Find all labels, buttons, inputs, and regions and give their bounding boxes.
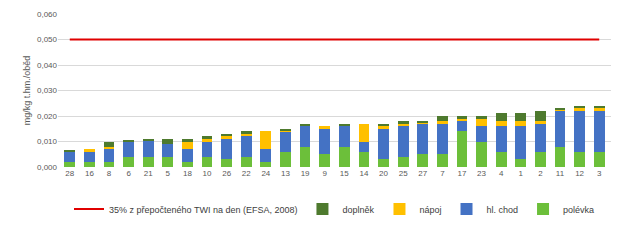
svg-text:4: 4 <box>499 169 504 178</box>
svg-text:6: 6 <box>126 169 131 178</box>
svg-text:hl. chod: hl. chod <box>487 205 519 215</box>
svg-text:0,050: 0,050 <box>37 35 58 44</box>
svg-text:0,000: 0,000 <box>37 163 58 172</box>
svg-text:3: 3 <box>597 169 602 178</box>
svg-text:1: 1 <box>519 169 524 178</box>
svg-text:21: 21 <box>144 169 153 178</box>
svg-text:13: 13 <box>281 169 290 178</box>
svg-text:0,060: 0,060 <box>37 10 58 19</box>
svg-text:22: 22 <box>242 169 251 178</box>
svg-text:7: 7 <box>440 169 445 178</box>
svg-text:11: 11 <box>556 169 565 178</box>
svg-text:28: 28 <box>65 169 74 178</box>
svg-text:17: 17 <box>458 169 467 178</box>
svg-text:12: 12 <box>575 169 584 178</box>
svg-text:doplněk: doplněk <box>342 205 374 215</box>
svg-text:10: 10 <box>203 169 212 178</box>
svg-text:26: 26 <box>222 169 231 178</box>
svg-text:polévka: polévka <box>563 205 594 215</box>
svg-text:0,020: 0,020 <box>37 112 58 121</box>
svg-text:mg/kg t.hm./oběd: mg/kg t.hm./oběd <box>22 56 32 126</box>
svg-text:20: 20 <box>379 169 388 178</box>
svg-text:0,010: 0,010 <box>37 137 58 146</box>
svg-text:24: 24 <box>261 169 270 178</box>
svg-text:18: 18 <box>183 169 192 178</box>
svg-text:0,030: 0,030 <box>37 86 58 95</box>
svg-text:27: 27 <box>418 169 427 178</box>
svg-text:0,040: 0,040 <box>37 61 58 70</box>
svg-text:9: 9 <box>322 169 327 178</box>
svg-text:16: 16 <box>85 169 94 178</box>
svg-text:5: 5 <box>166 169 171 178</box>
svg-text:14: 14 <box>359 169 368 178</box>
svg-text:nápoj: nápoj <box>419 205 441 215</box>
svg-text:23: 23 <box>477 169 486 178</box>
svg-text:2: 2 <box>538 169 543 178</box>
svg-text:15: 15 <box>340 169 349 178</box>
svg-text:8: 8 <box>107 169 112 178</box>
svg-text:19: 19 <box>301 169 310 178</box>
svg-text:35% z přepočteného TWI na den: 35% z přepočteného TWI na den (EFSA, 200… <box>109 205 297 215</box>
svg-text:25: 25 <box>399 169 408 178</box>
